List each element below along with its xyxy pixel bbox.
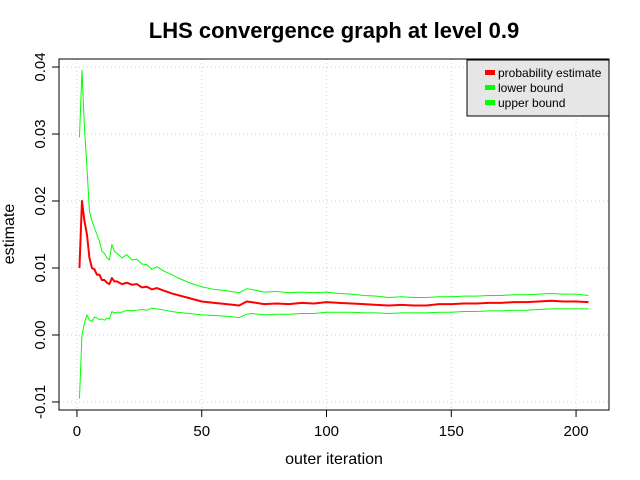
series-line-probability-estimate [78,200,589,307]
x-axis-label: outer iteration [285,451,383,468]
legend-swatch [485,70,495,75]
legend-label: probability estimate [498,66,602,80]
y-tick-label: 0.04 [32,52,49,81]
x-tick-label: 100 [314,423,339,440]
x-tick-label: 200 [564,423,589,440]
y-tick-label: 0.01 [32,253,49,282]
y-axis-label: estimate [1,204,18,265]
x-axis: 0 50 100 150 200 [73,410,589,440]
grid [59,59,609,410]
x-tick-label: 150 [439,423,464,440]
legend-label: lower bound [498,81,563,95]
series-line-upper-bound [78,69,589,298]
y-tick-label: 0.03 [32,119,49,148]
x-tick-label: 50 [193,423,210,440]
y-tick-label: -0.01 [32,385,49,419]
y-tick-label: 0.02 [32,186,49,215]
legend-swatch [485,100,495,105]
plot-frame [58,58,610,411]
x-tick-label: 0 [73,423,81,440]
legend-label: upper bound [498,96,565,110]
series-layer [78,69,589,399]
y-axis: -0.01 0.00 0.01 0.02 0.03 0.04 [32,52,59,419]
series-line-lower-bound [78,307,589,399]
y-tick-label: 0.00 [32,320,49,349]
legend-swatch [485,85,495,90]
chart-title: LHS convergence graph at level 0.9 [149,18,519,43]
